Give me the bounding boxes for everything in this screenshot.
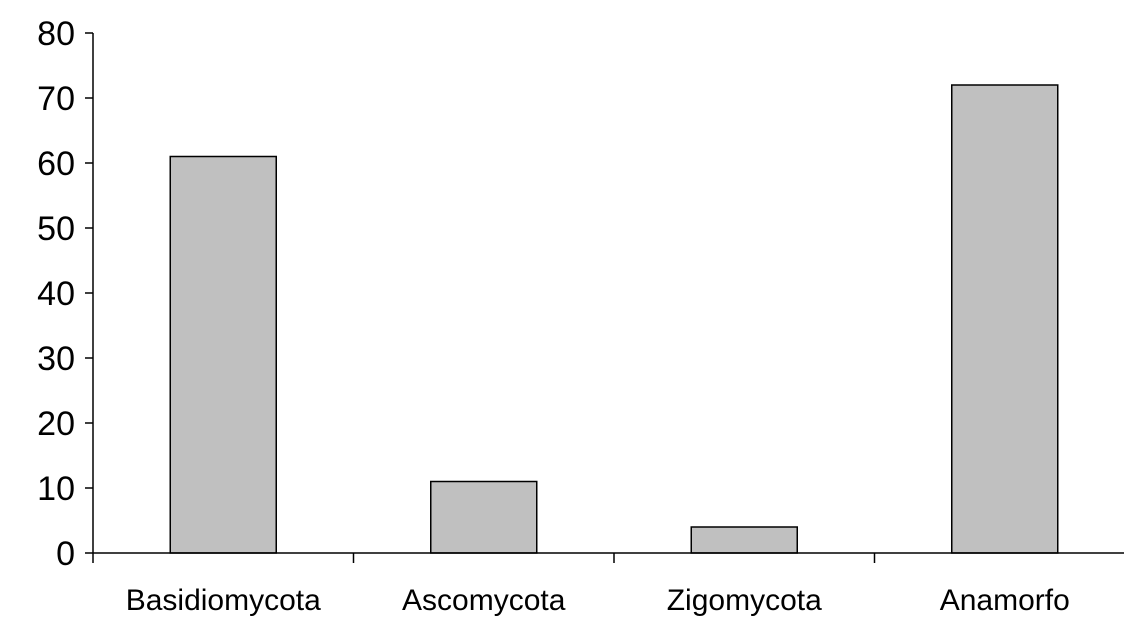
y-tick-label-70: 70 bbox=[37, 80, 75, 118]
y-axis-ticks bbox=[85, 32, 93, 554]
y-axis-tick-labels: 0 10 20 30 40 50 60 70 80 bbox=[37, 15, 75, 573]
category-label-zigomycota: Zigomycota bbox=[667, 584, 822, 617]
bar-anamorfo bbox=[951, 84, 1059, 554]
y-tick-label-80: 80 bbox=[37, 15, 75, 53]
category-label-ascomycota: Ascomycota bbox=[402, 584, 566, 617]
bar-zigomycota bbox=[690, 526, 798, 554]
bars bbox=[169, 84, 1059, 554]
y-tick-label-60: 60 bbox=[37, 145, 75, 183]
y-tick-label-30: 30 bbox=[37, 340, 75, 378]
bar-basidiomycota bbox=[169, 155, 277, 554]
y-tick-label-20: 20 bbox=[37, 405, 75, 443]
y-tick-label-0: 0 bbox=[56, 535, 75, 573]
category-label-basidiomycota: Basidiomycota bbox=[126, 584, 321, 617]
category-label-anamorfo: Anamorfo bbox=[940, 584, 1070, 617]
y-tick-label-10: 10 bbox=[37, 470, 75, 508]
x-axis-ticks bbox=[92, 553, 876, 563]
y-tick-label-40: 40 bbox=[37, 275, 75, 313]
y-tick-label-50: 50 bbox=[37, 210, 75, 248]
bar-ascomycota bbox=[430, 480, 538, 554]
x-axis-category-labels: Basidiomycota Ascomycota Zigomycota Anamorf… bbox=[126, 584, 1070, 617]
